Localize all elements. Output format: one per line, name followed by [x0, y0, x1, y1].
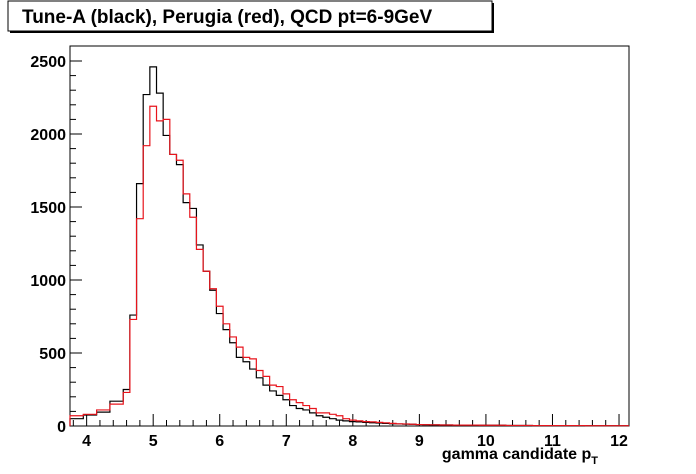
histogram-line — [69, 66, 629, 427]
x-axis: 4 5 6 7 8 9 10 11 12 — [72, 414, 628, 450]
y-tick-label: 1500 — [30, 200, 66, 217]
series-perugia — [69, 105, 629, 427]
y-tick-label: 1000 — [30, 273, 66, 290]
x-tick-label: 9 — [415, 433, 424, 450]
x-tick-label: 10 — [477, 433, 495, 450]
x-tick-label: 6 — [215, 433, 224, 450]
y-axis: 0 500 1000 1500 2000 2500 — [30, 54, 82, 436]
plot-frame — [69, 45, 630, 427]
y-tick-label: 0 — [57, 419, 66, 436]
series-layer — [69, 66, 629, 427]
x-tick-label: 12 — [610, 433, 628, 450]
x-axis-label-main: gamma candidate p — [442, 446, 592, 463]
x-tick-label: 8 — [348, 433, 357, 450]
x-tick-label: 11 — [544, 433, 561, 450]
chart-title: Tune-A (black), Perugia (red), QCD pt=6-… — [22, 7, 432, 28]
title-box: Tune-A (black), Perugia (red), QCD pt=6-… — [7, 0, 494, 33]
histogram-line — [69, 105, 629, 427]
x-tick-label: 5 — [149, 433, 158, 450]
y-tick-label: 2000 — [30, 127, 66, 144]
x-tick-label: 4 — [82, 433, 91, 450]
y-tick-label: 500 — [39, 346, 66, 363]
x-axis-label: gamma candidate pT — [442, 446, 598, 467]
x-tick-label: 7 — [282, 433, 291, 450]
series-tune-a — [69, 66, 629, 427]
x-axis-label-subscript: T — [591, 455, 598, 467]
y-tick-label: 2500 — [30, 54, 66, 71]
